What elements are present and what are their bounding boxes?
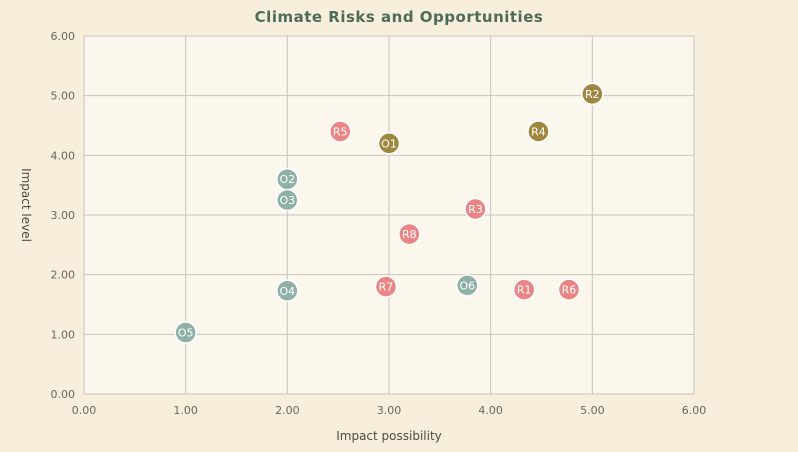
x-tick-label: 1.00	[173, 404, 198, 417]
point-marker	[527, 120, 550, 143]
point-marker	[328, 120, 352, 143]
point-marker	[374, 275, 398, 298]
x-tick-label: 5.00	[580, 404, 605, 417]
point-label: O1	[381, 137, 397, 150]
y-tick-label: 0.00	[51, 388, 76, 401]
point-label: O5	[178, 327, 194, 340]
point-r8: R8	[398, 222, 421, 246]
point-label: R2	[585, 88, 600, 101]
point-label: R4	[531, 125, 546, 138]
point-label: R5	[333, 125, 348, 138]
point-label: O3	[279, 194, 295, 207]
point-r2: R2	[581, 82, 604, 106]
point-label: O4	[279, 285, 295, 298]
point-marker	[174, 321, 197, 344]
point-label: R3	[468, 203, 483, 216]
x-axis-ticks: 0.00 1.00 2.00 3.00 4.00 5.00 6.00	[72, 404, 707, 417]
point-r5: R5	[328, 120, 352, 143]
point-label: R7	[379, 281, 394, 294]
point-o2: O2	[276, 167, 299, 191]
point-r1: R1	[512, 278, 536, 301]
point-r4: R4	[527, 120, 550, 143]
y-tick-label: 2.00	[51, 269, 76, 282]
point-r3: R3	[464, 197, 487, 221]
point-r7: R7	[374, 275, 398, 298]
point-marker	[276, 279, 299, 303]
point-r6: R6	[557, 278, 581, 301]
point-o5: O5	[174, 321, 197, 344]
point-o1: O1	[377, 132, 401, 155]
point-label: R6	[562, 284, 577, 297]
point-o4: O4	[276, 279, 299, 303]
point-marker	[581, 82, 604, 106]
y-axis-label: Impact level	[19, 168, 33, 242]
y-axis-ticks: 0.00 1.00 2.00 3.00 4.00 5.00 6.00	[51, 30, 76, 401]
point-marker	[377, 132, 401, 155]
chart-title: Climate Risks and Opportunities	[254, 8, 544, 26]
point-marker	[464, 197, 487, 221]
x-tick-label: 2.00	[275, 404, 300, 417]
x-axis-label: Impact possibility	[336, 429, 442, 443]
point-marker	[456, 274, 479, 297]
point-label: R8	[402, 228, 417, 241]
point-label: R1	[517, 284, 532, 297]
point-o6: O6	[456, 274, 479, 297]
y-tick-label: 5.00	[51, 90, 76, 103]
point-o3: O3	[276, 188, 299, 212]
point-label: O2	[279, 173, 295, 186]
x-tick-label: 6.00	[682, 404, 707, 417]
point-label: O6	[459, 279, 475, 292]
x-tick-label: 3.00	[377, 404, 402, 417]
y-tick-label: 1.00	[51, 328, 76, 341]
x-tick-label: 4.00	[478, 404, 503, 417]
point-marker	[512, 278, 536, 301]
point-marker	[398, 222, 421, 246]
point-marker	[557, 278, 581, 301]
y-tick-label: 4.00	[51, 149, 76, 162]
y-tick-label: 6.00	[51, 30, 76, 43]
x-tick-label: 0.00	[72, 404, 97, 417]
y-tick-label: 3.00	[51, 209, 76, 222]
data-points: R1 R2 R3 R4 R5 R6 R7 R8 O1 O2 O3 O4 O5 O6	[174, 82, 604, 344]
point-marker	[276, 188, 299, 212]
